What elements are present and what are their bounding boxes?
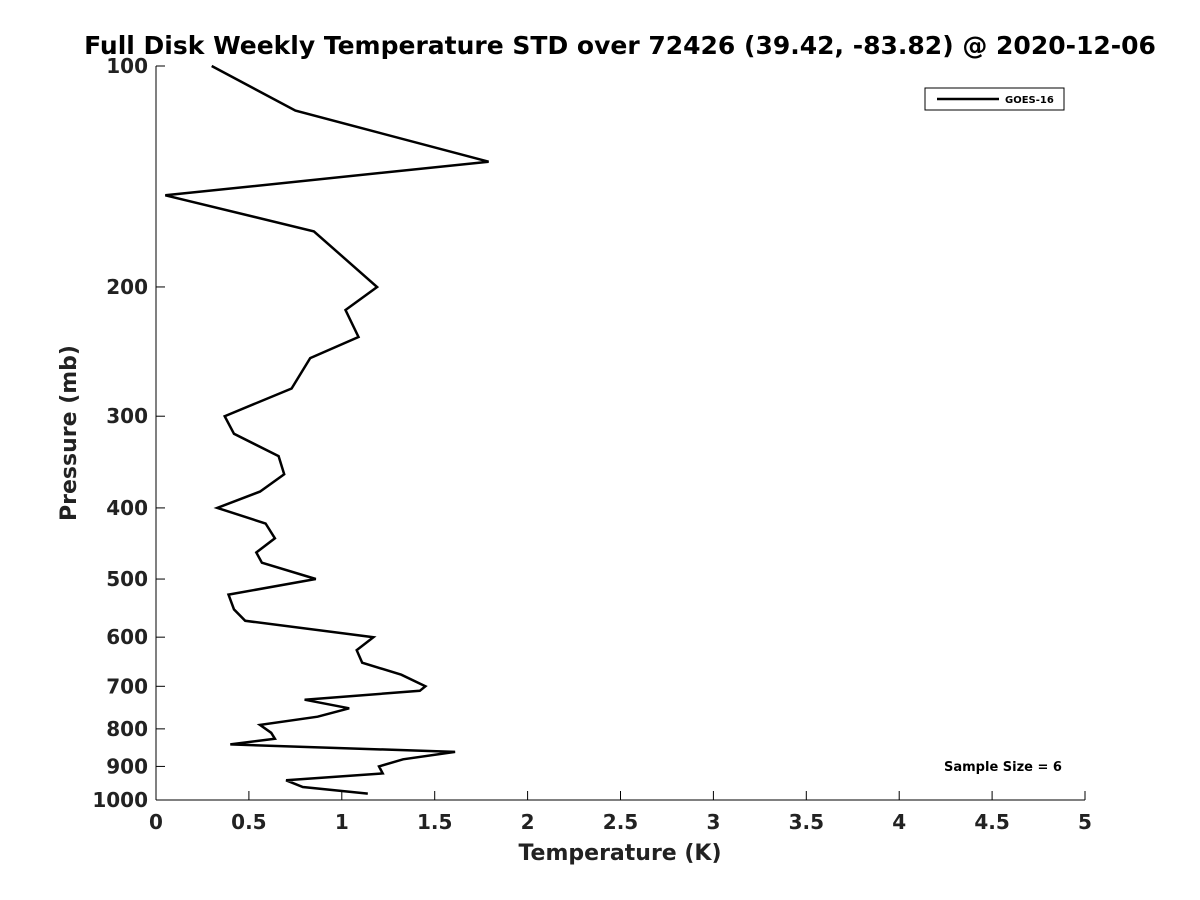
x-tick-label: 4 [892, 810, 906, 834]
x-tick-label: 2.5 [603, 810, 638, 834]
x-tick-label: 1 [335, 810, 349, 834]
y-axis-label: Pressure (mb) [57, 345, 82, 521]
series-line-goes-16 [165, 64, 489, 795]
x-axis-label: Temperature (K) [518, 841, 721, 866]
x-tick-label: 4.5 [974, 810, 1009, 834]
sample-size-annotation: Sample Size = 6 [944, 760, 1062, 775]
y-tick-label: 700 [106, 674, 148, 698]
y-tick-label: 400 [106, 496, 148, 520]
x-tick-label: 3.5 [789, 810, 824, 834]
x-tick-label: 1.5 [417, 810, 452, 834]
y-tick-label: 500 [106, 567, 148, 591]
x-tick-label: 0.5 [231, 810, 266, 834]
y-tick-label: 900 [106, 754, 148, 778]
x-tick-label: 0 [149, 810, 163, 834]
legend: GOES-16 [924, 87, 1065, 111]
y-tick-label: 200 [106, 275, 148, 299]
x-tick-label: 2 [521, 810, 535, 834]
x-tick-label: 5 [1078, 810, 1092, 834]
y-tick-label: 600 [106, 625, 148, 649]
y-tick-label: 300 [106, 404, 148, 428]
y-tick-label: 1000 [92, 788, 148, 812]
y-tick-label: 100 [106, 54, 148, 78]
legend-label-goes-16: GOES-16 [1005, 95, 1054, 106]
x-axis-ticks: 0 0.5 1 1.5 2 2.5 3 3.5 4 4.5 5 [149, 791, 1092, 834]
y-tick-label: 800 [106, 717, 148, 741]
x-tick-label: 3 [706, 810, 720, 834]
y-axis-ticks: 100 200 300 400 500 600 700 800 900 1000 [92, 54, 165, 812]
chart-title: Full Disk Weekly Temperature STD over 72… [84, 31, 1156, 60]
